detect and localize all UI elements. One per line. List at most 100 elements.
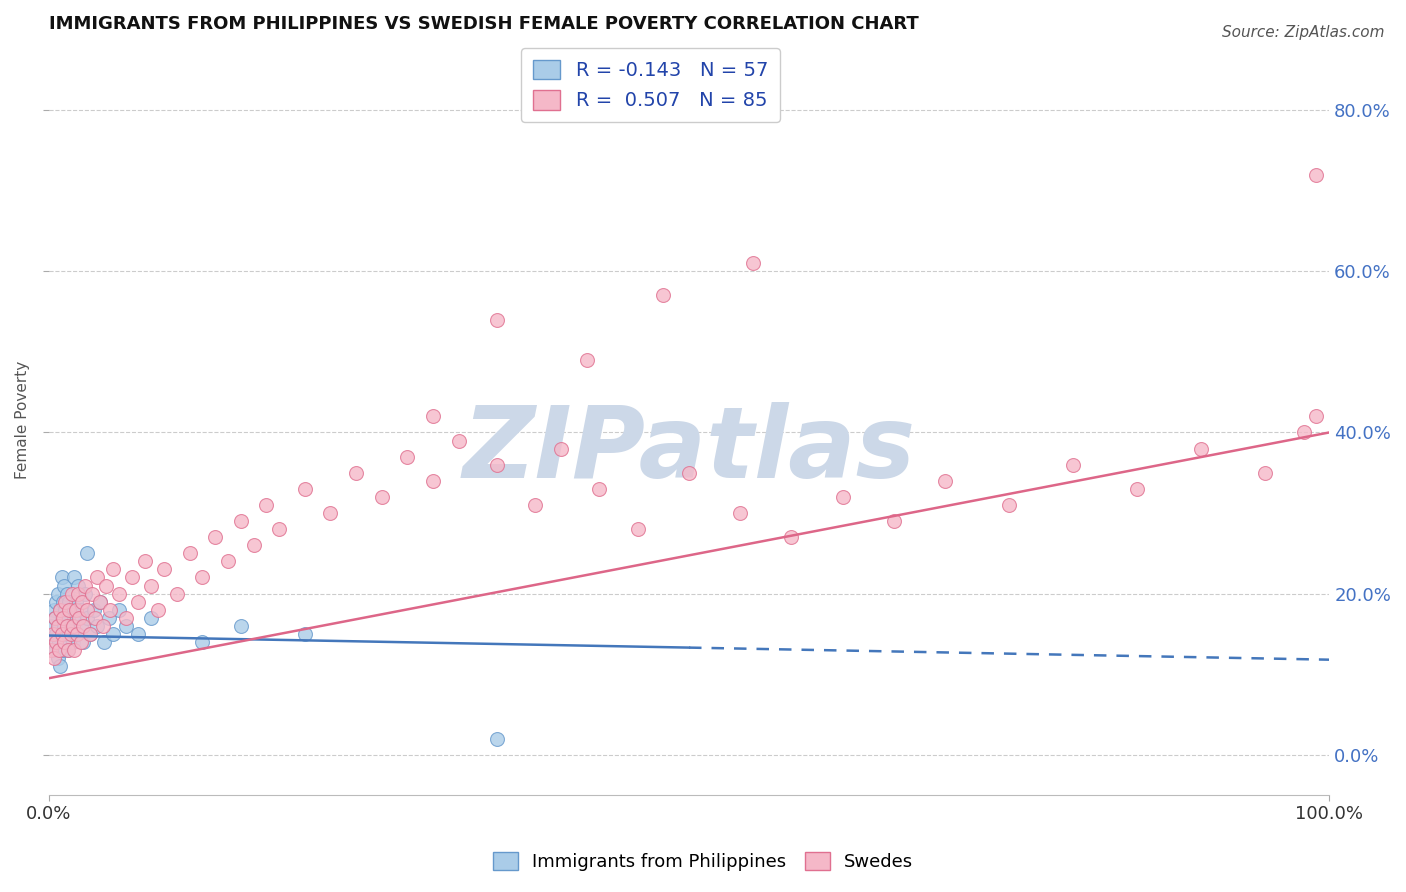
- Point: [524, 498, 547, 512]
- Point: [1189, 442, 1212, 456]
- Point: [46, 651, 69, 665]
- Point: [229, 514, 252, 528]
- Point: [89, 595, 111, 609]
- Point: [48, 619, 70, 633]
- Point: [108, 603, 131, 617]
- Point: [1292, 425, 1315, 440]
- Point: [86, 570, 108, 584]
- Point: [728, 506, 751, 520]
- Point: [588, 482, 610, 496]
- Point: [93, 635, 115, 649]
- Point: [56, 643, 79, 657]
- Point: [44, 643, 66, 657]
- Point: [70, 595, 93, 609]
- Point: [45, 627, 67, 641]
- Point: [1305, 409, 1327, 424]
- Point: [76, 546, 98, 560]
- Point: [42, 603, 65, 617]
- Point: [45, 635, 67, 649]
- Point: [58, 595, 80, 609]
- Point: [73, 578, 96, 592]
- Point: [780, 530, 803, 544]
- Point: [998, 498, 1021, 512]
- Point: [53, 619, 76, 633]
- Point: [294, 627, 316, 641]
- Point: [1126, 482, 1149, 496]
- Text: IMMIGRANTS FROM PHILIPPINES VS SWEDISH FEMALE POVERTY CORRELATION CHART: IMMIGRANTS FROM PHILIPPINES VS SWEDISH F…: [49, 15, 918, 33]
- Point: [146, 603, 169, 617]
- Point: [65, 595, 87, 609]
- Point: [627, 522, 650, 536]
- Point: [422, 409, 444, 424]
- Point: [60, 603, 83, 617]
- Point: [55, 586, 77, 600]
- Point: [204, 530, 226, 544]
- Point: [51, 627, 73, 641]
- Point: [46, 619, 69, 633]
- Point: [121, 570, 143, 584]
- Point: [55, 627, 77, 641]
- Point: [96, 578, 118, 592]
- Point: [69, 619, 91, 633]
- Point: [166, 586, 188, 600]
- Point: [51, 570, 73, 584]
- Point: [101, 562, 124, 576]
- Point: [67, 578, 90, 592]
- Point: [67, 586, 90, 600]
- Point: [41, 635, 63, 649]
- Point: [76, 603, 98, 617]
- Point: [153, 562, 176, 576]
- Point: [396, 450, 419, 464]
- Point: [89, 595, 111, 609]
- Point: [485, 312, 508, 326]
- Point: [79, 627, 101, 641]
- Point: [79, 627, 101, 641]
- Point: [141, 611, 163, 625]
- Text: ZIPatlas: ZIPatlas: [463, 401, 915, 499]
- Point: [59, 627, 82, 641]
- Point: [127, 627, 149, 641]
- Point: [191, 635, 214, 649]
- Point: [134, 554, 156, 568]
- Legend: R = -0.143   N = 57, R =  0.507   N = 85: R = -0.143 N = 57, R = 0.507 N = 85: [522, 48, 780, 122]
- Point: [52, 611, 75, 625]
- Point: [56, 611, 79, 625]
- Point: [191, 570, 214, 584]
- Point: [97, 611, 120, 625]
- Point: [58, 603, 80, 617]
- Point: [39, 643, 62, 657]
- Point: [46, 586, 69, 600]
- Point: [39, 619, 62, 633]
- Point: [83, 611, 105, 625]
- Point: [66, 627, 89, 641]
- Point: [72, 619, 94, 633]
- Point: [66, 627, 89, 641]
- Point: [883, 514, 905, 528]
- Point: [53, 635, 76, 649]
- Point: [678, 466, 700, 480]
- Point: [114, 611, 136, 625]
- Point: [82, 586, 104, 600]
- Point: [55, 603, 77, 617]
- Point: [59, 619, 82, 633]
- Point: [69, 603, 91, 617]
- Point: [53, 578, 76, 592]
- Point: [179, 546, 201, 560]
- Point: [60, 586, 83, 600]
- Point: [269, 522, 291, 536]
- Point: [108, 586, 131, 600]
- Point: [934, 474, 956, 488]
- Point: [76, 611, 98, 625]
- Point: [256, 498, 278, 512]
- Point: [652, 288, 675, 302]
- Legend: Immigrants from Philippines, Swedes: Immigrants from Philippines, Swedes: [485, 846, 921, 879]
- Point: [73, 586, 96, 600]
- Point: [52, 595, 75, 609]
- Point: [1305, 168, 1327, 182]
- Point: [63, 643, 86, 657]
- Point: [217, 554, 239, 568]
- Point: [141, 578, 163, 592]
- Point: [72, 635, 94, 649]
- Point: [44, 611, 66, 625]
- Point: [114, 619, 136, 633]
